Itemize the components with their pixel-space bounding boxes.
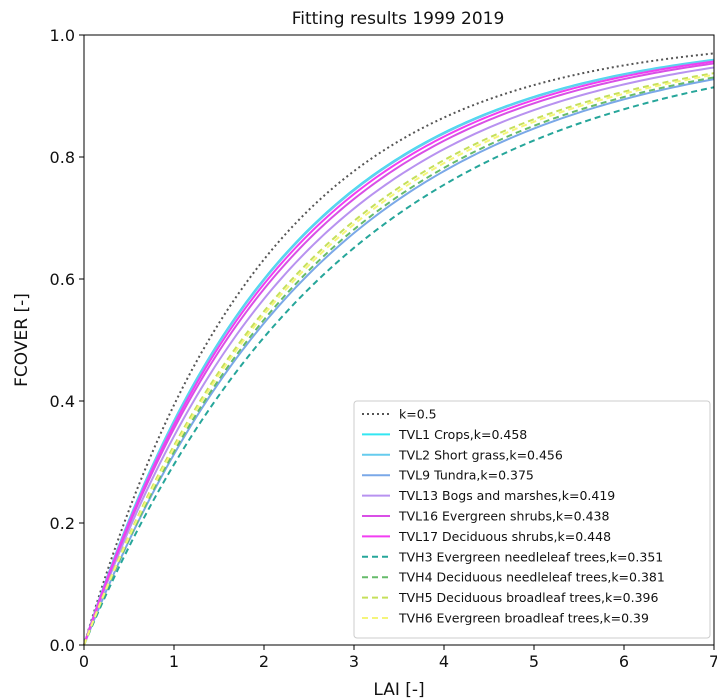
y-tick-label: 0.6 — [50, 270, 75, 289]
x-tick-label: 4 — [439, 652, 449, 671]
legend-label: TVH4 Deciduous needleleaf trees,k=0.381 — [398, 570, 665, 585]
series-line-2 — [83, 59, 715, 646]
x-tick-label: 7 — [709, 652, 717, 671]
legend-label: TVL13 Bogs and marshes,k=0.419 — [398, 488, 615, 503]
legend-label: k=0.5 — [399, 407, 437, 422]
x-tick-label: 6 — [619, 652, 629, 671]
legend-label: TVH3 Evergreen needleleaf trees,k=0.351 — [398, 549, 663, 564]
series-line-10 — [83, 73, 715, 646]
series-layer — [83, 52, 715, 646]
x-tick-label: 2 — [259, 652, 269, 671]
plot-frame — [83, 34, 715, 646]
x-tick-label: 3 — [349, 652, 359, 671]
legend-label: TVL1 Crops,k=0.458 — [398, 427, 527, 442]
series-line-9 — [83, 72, 715, 646]
y-tick-label: 0.0 — [50, 636, 75, 655]
series-line-4 — [83, 66, 715, 646]
y-tick-label: 0.4 — [50, 392, 75, 411]
legend-label: TVL17 Deciduous shrubs,k=0.448 — [398, 529, 611, 544]
y-tick-label: 0.8 — [50, 148, 75, 167]
legend-label: TVH6 Evergreen broadleaf trees,k=0.39 — [398, 611, 649, 626]
x-axis-title: LAI [-] — [373, 680, 424, 700]
legend: k=0.5 TVL1 Crops,k=0.458 TVL2 Short grass,… — [353, 400, 711, 639]
legend-label: TVL16 Evergreen shrubs,k=0.438 — [398, 509, 609, 524]
legend-label: TVH5 Deciduous broadleaf trees,k=0.396 — [398, 590, 659, 605]
series-line-5 — [83, 62, 715, 646]
legend-label: TVL9 Tundra,k=0.375 — [398, 468, 534, 483]
y-axis-title: FCOVER [-] — [12, 293, 32, 387]
legend-box — [353, 400, 711, 639]
series-line-8 — [83, 76, 715, 646]
y-tick-label: 1.0 — [50, 26, 75, 45]
y-tick-label: 0.2 — [50, 514, 75, 533]
legend-label: TVL2 Short grass,k=0.456 — [398, 447, 563, 462]
chart-title: Fitting results 1999 2019 — [292, 9, 505, 29]
series-line-7 — [83, 86, 715, 646]
x-tick-label: 1 — [169, 652, 179, 671]
ticks-layer: 0 1 2 3 4 5 6 7 0.0 0.2 0.4 0.6 0.8 1.0 — [50, 26, 717, 671]
x-tick-label: 5 — [529, 652, 539, 671]
series-line-6 — [83, 60, 715, 646]
x-tick-label: 0 — [79, 652, 89, 671]
series-line-3 — [83, 78, 715, 646]
